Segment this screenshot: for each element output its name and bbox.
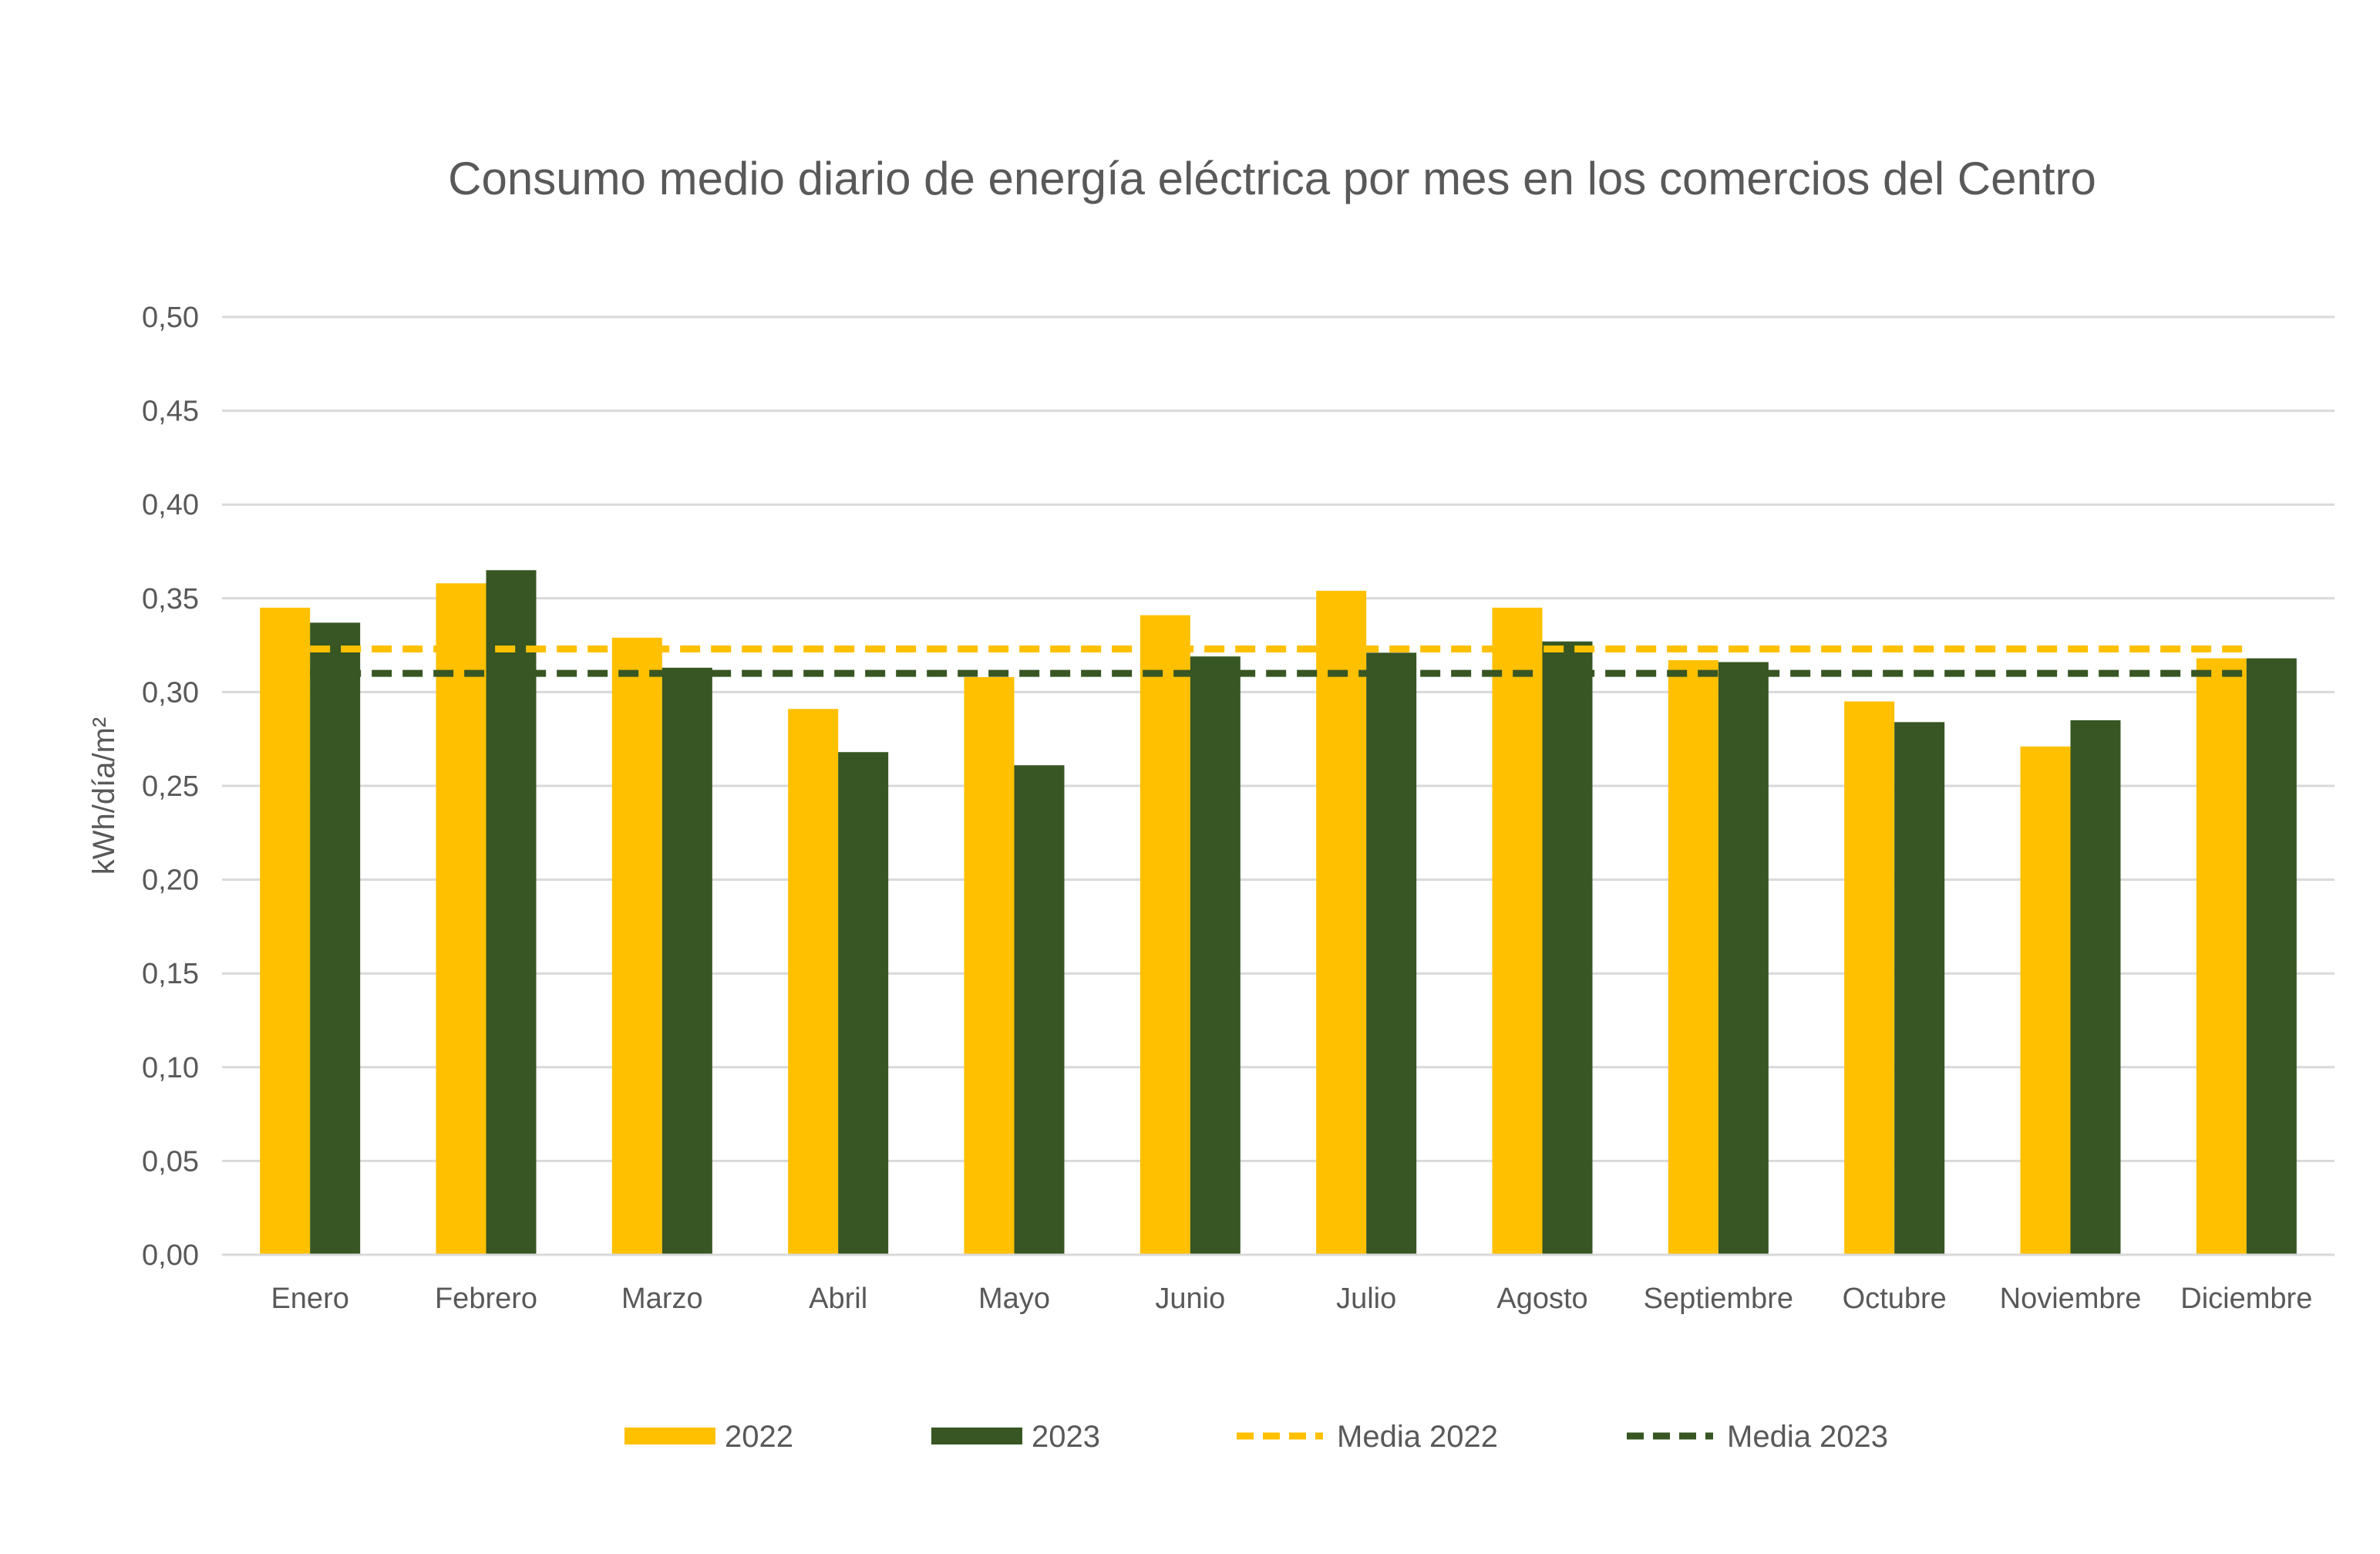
bar-2022-agosto [1492,607,1543,1255]
y-tick-label: 0,35 [142,583,199,615]
y-tick-label: 0,50 [142,302,199,334]
bars [260,570,2297,1255]
bar-2022-mayo [964,676,1015,1255]
bar-2023-febrero [486,570,537,1255]
bar-2023-diciembre [2246,658,2297,1255]
legend-swatch [931,1428,1022,1444]
legend-label: Media 2023 [1727,1420,1888,1454]
y-tick-label: 0,15 [142,958,199,990]
chart-title: Consumo medio diario de energía eléctric… [448,153,2096,204]
y-tick-label: 0,00 [142,1239,199,1272]
x-tick-label: Marzo [621,1283,703,1315]
bar-2022-octubre [1844,701,1895,1255]
legend-label: 2023 [1032,1420,1100,1454]
y-tick-label: 0,05 [142,1145,199,1178]
x-tick-label: Enero [271,1283,348,1315]
gridlines [222,315,2335,1162]
bar-2023-agosto [1542,641,1593,1255]
y-axis-label: kWh/día/m² [87,717,121,875]
bar-2023-julio [1366,652,1417,1255]
y-tick-label: 0,45 [142,396,199,428]
x-tick-label: Febrero [435,1283,537,1315]
bar-2023-enero [310,622,361,1255]
x-tick-label: Julio [1336,1283,1396,1315]
x-tick-label: Septiembre [1644,1283,1793,1315]
bar-2023-mayo [1014,765,1065,1255]
bar-2022-febrero [436,583,486,1255]
y-tick-label: 0,30 [142,676,199,709]
bar-2023-septiembre [1718,662,1769,1255]
average-lines [310,645,2247,677]
x-tick-label: Noviembre [2000,1283,2142,1315]
legend-label: 2022 [725,1420,793,1454]
bar-2022-junio [1140,615,1190,1255]
x-tick-label: Agosto [1496,1283,1587,1315]
y-tick-label: 0,10 [142,1052,199,1084]
y-tick-label: 0,20 [142,865,199,897]
y-tick-label: 0,25 [142,770,199,803]
y-axis-ticks: 0,00 0,05 0,10 0,15 0,20 0,25 0,30 0,35 0,40 0,45… [142,302,199,1272]
bar-2023-junio [1190,656,1240,1255]
bar-2022-enero [260,607,311,1255]
legend: 2022 2023 Media 2022 Media 2023 [624,1420,1888,1454]
y-tick-label: 0,40 [142,489,199,521]
bar-2022-abril [788,709,839,1255]
legend-swatch [624,1428,715,1444]
x-tick-label: Diciembre [2180,1283,2312,1315]
bar-2022-julio [1316,591,1367,1255]
x-tick-label: Octubre [1843,1283,1947,1315]
bar-2023-marzo [661,667,712,1255]
bar-2023-octubre [1894,722,1945,1255]
bar-2022-diciembre [2196,658,2247,1255]
x-tick-label: Junio [1155,1283,1225,1315]
x-tick-label: Mayo [978,1283,1050,1315]
x-tick-label: Abril [809,1283,867,1315]
x-axis-ticks: Enero Febrero Marzo Abril Mayo Junio Julio Agos… [271,1283,2312,1315]
legend-label: Media 2022 [1337,1420,1498,1454]
bar-2022-marzo [611,637,662,1255]
bar-2022-noviembre [2020,746,2071,1255]
bar-2023-noviembre [2070,720,2121,1255]
bar-2022-septiembre [1668,660,1719,1255]
bar-2023-abril [838,752,889,1255]
